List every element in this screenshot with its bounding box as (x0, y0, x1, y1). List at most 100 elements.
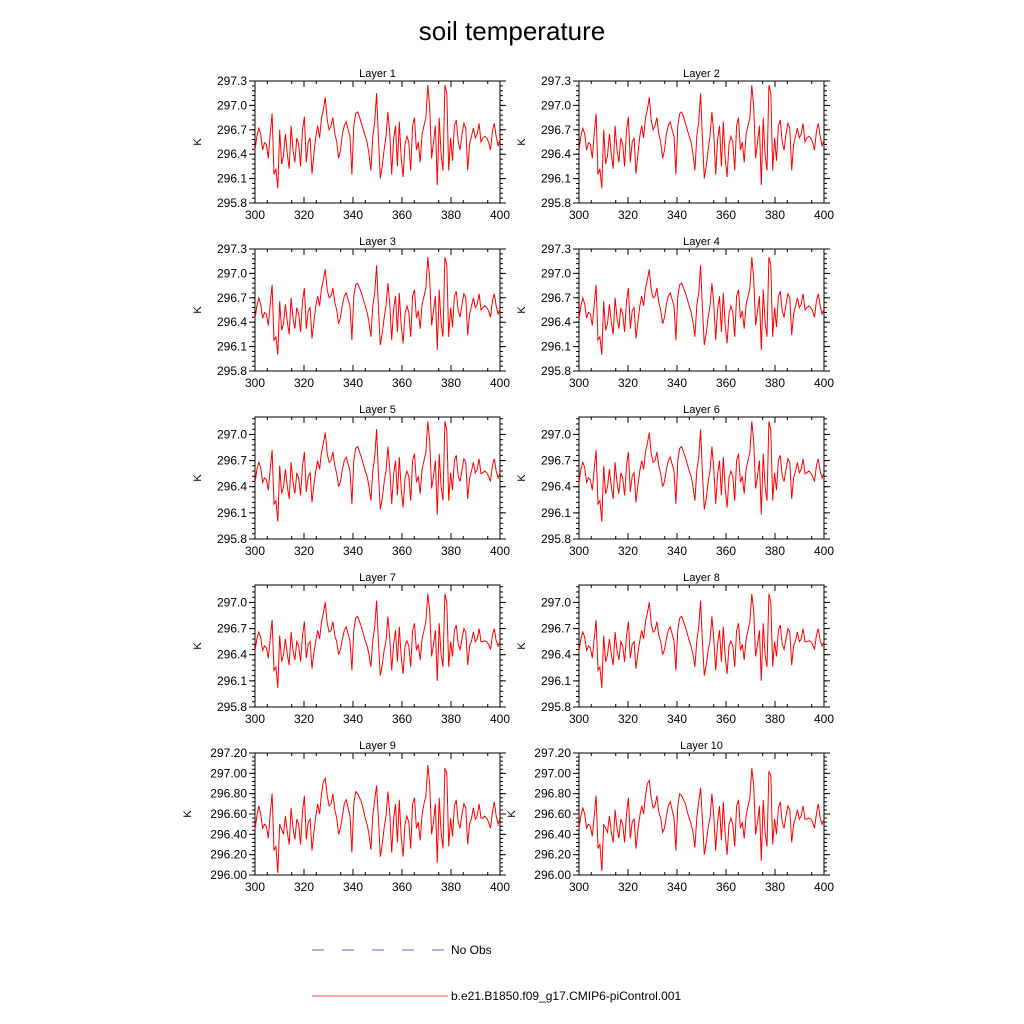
x-tick-label: 300 (569, 880, 589, 894)
y-tick-label: 296.20 (534, 848, 571, 862)
legend-label-model: b.e21.B1850.f09_g17.CMIP6-piControl.001 (451, 989, 681, 1003)
x-tick-label: 400 (490, 880, 510, 894)
panel-title: Layer 8 (683, 572, 720, 584)
y-tick-label: 296.7 (541, 454, 571, 468)
x-tick-label: 340 (667, 208, 687, 222)
series-line (578, 421, 825, 522)
panel-title: Layer 6 (683, 404, 720, 416)
y-tick-label: 296.4 (541, 147, 571, 161)
panel-3: Layer 3 K 300 320 340 360 380 400 295.8 296.1 296.… (192, 236, 510, 390)
x-tick-label: 320 (618, 712, 638, 726)
series-line (578, 84, 825, 189)
x-tick-label: 400 (814, 712, 834, 726)
panel-4: Layer 4 K 300 320 340 360 380 400 295.8 296.1 296.… (516, 236, 834, 390)
x-tick-label: 340 (667, 376, 687, 390)
y-tick-label: 296.7 (541, 291, 571, 305)
x-tick-label: 300 (245, 208, 265, 222)
y-tick-label: 297.0 (217, 427, 247, 441)
x-tick-label: 360 (716, 880, 736, 894)
panel-title: Layer 2 (683, 68, 720, 80)
x-tick-label: 320 (618, 544, 638, 558)
panel-title: Layer 4 (683, 236, 720, 248)
x-tick-label: 320 (294, 712, 314, 726)
x-tick-label: 380 (765, 208, 785, 222)
y-tick-label: 296.7 (541, 123, 571, 137)
x-tick-label: 380 (765, 376, 785, 390)
y-tick-label: 296.4 (541, 648, 571, 662)
x-tick-label: 320 (618, 880, 638, 894)
plot-frame (578, 584, 825, 708)
plot-frame (254, 80, 501, 204)
x-tick-label: 360 (392, 544, 412, 558)
x-tick-label: 380 (765, 712, 785, 726)
x-tick-label: 300 (569, 376, 589, 390)
panel-title: Layer 3 (359, 236, 396, 248)
x-tick-label: 320 (618, 376, 638, 390)
panel-6: Layer 6 K 300 320 340 360 380 400 295.8 296.1 296.… (516, 404, 834, 558)
panel-title: Layer 9 (359, 740, 396, 752)
y-tick-label: 296.4 (541, 480, 571, 494)
x-tick-label: 320 (618, 208, 638, 222)
y-tick-label: 296.7 (217, 123, 247, 137)
y-tick-label: 296.1 (217, 506, 247, 520)
y-tick-label: 295.8 (217, 532, 247, 546)
x-tick-label: 300 (245, 544, 265, 558)
y-tick-label: 297.0 (541, 595, 571, 609)
y-tick-label: 295.8 (217, 196, 247, 210)
y-tick-label: 296.1 (217, 172, 247, 186)
y-tick-label: 295.8 (217, 700, 247, 714)
y-tick-label: 297.0 (541, 427, 571, 441)
x-tick-label: 400 (814, 544, 834, 558)
x-tick-label: 340 (667, 544, 687, 558)
panel-1: Layer 1 K 300 320 340 360 380 400 295.8 296.1 296.… (192, 68, 510, 222)
x-tick-label: 360 (392, 880, 412, 894)
panel-title: Layer 5 (359, 404, 396, 416)
panel-8: Layer 8 K 300 320 340 360 380 400 295.8 296.1 296.… (516, 572, 834, 726)
y-tick-label: 296.00 (534, 868, 571, 882)
x-tick-label: 380 (765, 880, 785, 894)
x-tick-label: 320 (294, 544, 314, 558)
y-tick-label: 296.60 (534, 807, 571, 821)
y-tick-label: 296.4 (217, 147, 247, 161)
series-line (254, 421, 501, 522)
x-tick-label: 400 (490, 712, 510, 726)
x-tick-label: 380 (441, 712, 461, 726)
y-tick-label: 297.0 (217, 266, 247, 280)
y-tick-label: 296.4 (217, 480, 247, 494)
y-tick-label: 295.8 (217, 364, 247, 378)
y-tick-label: 297.3 (217, 74, 247, 88)
y-tick-label: 296.4 (541, 315, 571, 329)
x-tick-label: 380 (765, 544, 785, 558)
x-tick-label: 360 (716, 544, 736, 558)
series-line (254, 593, 501, 688)
x-tick-label: 360 (392, 208, 412, 222)
y-axis-label: K (192, 642, 204, 650)
legend: No Obs b.e21.B1850.f09_g17.CMIP6-piContr… (312, 943, 681, 1003)
y-tick-label: 297.0 (541, 98, 571, 112)
y-tick-label: 296.1 (541, 340, 571, 354)
plot-frame (254, 584, 501, 708)
y-tick-label: 296.40 (534, 827, 571, 841)
x-tick-label: 400 (814, 208, 834, 222)
x-tick-label: 380 (441, 880, 461, 894)
x-tick-label: 400 (490, 544, 510, 558)
legend-label-no-obs: No Obs (451, 943, 492, 957)
x-tick-label: 320 (294, 880, 314, 894)
series-line (254, 84, 501, 189)
x-tick-label: 340 (343, 376, 363, 390)
y-tick-label: 297.00 (210, 766, 247, 780)
plot-frame (254, 416, 501, 540)
x-tick-label: 400 (814, 880, 834, 894)
x-tick-label: 380 (441, 544, 461, 558)
series-line (578, 256, 825, 355)
y-tick-label: 296.7 (217, 291, 247, 305)
x-tick-label: 400 (814, 376, 834, 390)
y-axis-label: K (192, 306, 204, 314)
y-tick-label: 297.3 (541, 242, 571, 256)
panel-title: Layer 7 (359, 572, 396, 584)
y-axis-label: K (506, 810, 518, 818)
figure-title: soil temperature (419, 16, 605, 46)
x-tick-label: 300 (245, 376, 265, 390)
x-tick-label: 380 (441, 376, 461, 390)
